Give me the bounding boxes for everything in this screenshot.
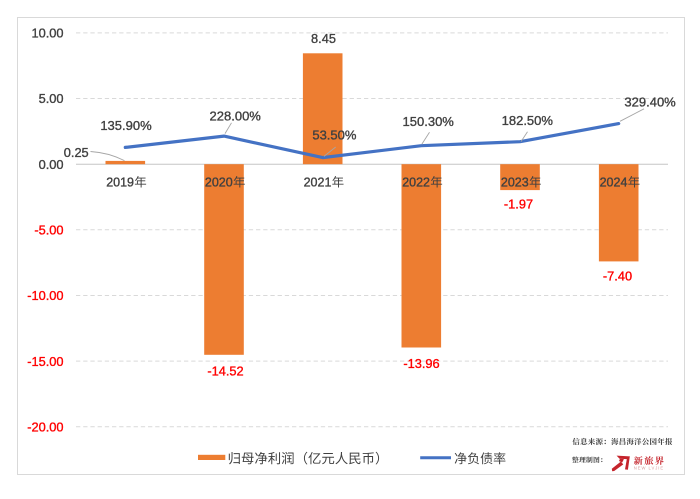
svg-text:-14.52: -14.52 [207, 364, 243, 379]
svg-text:2023: 2023 [501, 176, 529, 190]
svg-text:-5.00: -5.00 [34, 222, 63, 237]
svg-text:0.25: 0.25 [64, 145, 89, 160]
svg-text:-15.00: -15.00 [27, 354, 63, 369]
svg-text:135.90%: 135.90% [100, 118, 152, 133]
svg-text:182.50%: 182.50% [502, 113, 554, 128]
svg-text:NEW LVJIE: NEW LVJIE [634, 466, 664, 471]
svg-text:0.00: 0.00 [39, 157, 64, 172]
svg-text:2020: 2020 [205, 176, 233, 190]
svg-text:-10.00: -10.00 [27, 288, 63, 303]
svg-text:2022: 2022 [402, 176, 430, 190]
svg-text:-1.97: -1.97 [504, 197, 533, 212]
svg-text:-20.00: -20.00 [27, 419, 63, 434]
svg-text:150.30%: 150.30% [403, 114, 455, 129]
svg-text:329.40%: 329.40% [624, 94, 676, 109]
svg-text:8.45: 8.45 [311, 31, 336, 46]
svg-text:228.00%: 228.00% [210, 109, 262, 124]
svg-text:2024: 2024 [600, 176, 628, 190]
svg-text:2021: 2021 [304, 176, 332, 190]
svg-text:2019: 2019 [106, 176, 134, 190]
svg-text:53.50%: 53.50% [312, 128, 357, 143]
svg-text:-13.96: -13.96 [403, 356, 439, 371]
svg-text:5.00: 5.00 [39, 91, 64, 106]
svg-text:10.00: 10.00 [31, 26, 63, 41]
svg-text:-7.40: -7.40 [603, 268, 632, 283]
